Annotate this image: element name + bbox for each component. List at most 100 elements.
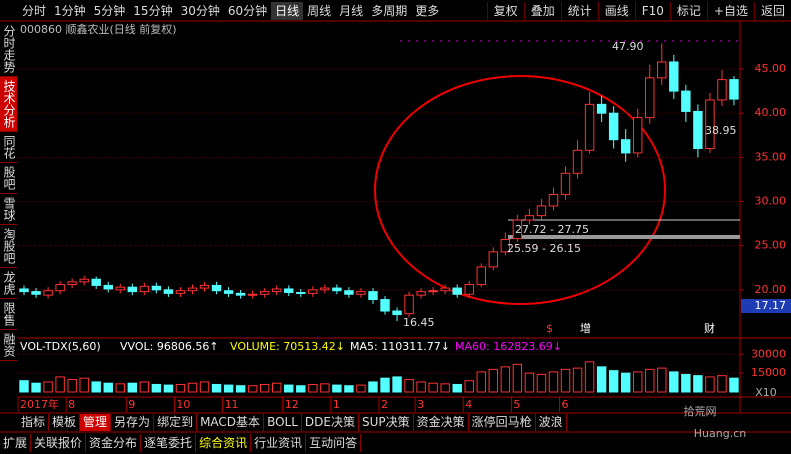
period-tab[interactable]: 更多: [415, 4, 440, 18]
candle-body: [127, 286, 138, 293]
tool-button[interactable]: +自选: [706, 2, 754, 20]
volume-bar: [91, 381, 101, 393]
volume-bar: [284, 384, 294, 393]
period-tab[interactable]: 月线: [339, 4, 364, 18]
candle-body: [512, 219, 523, 240]
side-tab[interactable]: 股吧: [0, 163, 17, 194]
volume-bar: [620, 372, 631, 393]
period-tab[interactable]: 60分钟: [227, 4, 268, 18]
candle-body: [452, 287, 462, 295]
candle-body: [163, 289, 174, 294]
tool-button[interactable]: 统计: [560, 2, 598, 20]
volume-bar: [440, 383, 450, 393]
info-tab[interactable]: 资金分布: [86, 434, 142, 452]
volume-bar: [681, 373, 691, 393]
side-tab[interactable]: 限售: [0, 299, 17, 330]
side-tab[interactable]: 淘股吧: [0, 225, 17, 268]
info-tabs: 扩展 关联报价 资金分布 逐笔委托 综合资讯 行业资讯 互动问答: [0, 434, 362, 452]
volume-bar: [67, 378, 77, 393]
volume-bar: [103, 382, 113, 393]
price-annotation: 16.45: [403, 316, 435, 329]
info-tab[interactable]: 互动问答: [306, 434, 362, 452]
period-tab[interactable]: 多周期: [371, 4, 408, 18]
indicator-tab[interactable]: 绑定到: [154, 414, 198, 431]
volume-bar: [211, 383, 222, 393]
tool-button[interactable]: F10: [634, 2, 670, 20]
indicator-tab[interactable]: 指标: [18, 414, 50, 431]
info-tab[interactable]: 综合资讯: [196, 434, 252, 452]
candle-body: [536, 205, 547, 217]
candle-body: [332, 287, 342, 292]
info-tab[interactable]: 逐笔委托: [141, 434, 197, 452]
candle-body: [235, 292, 246, 296]
side-tab[interactable]: 分时走势: [0, 22, 17, 77]
candle-body: [657, 61, 667, 79]
candle-body: [404, 294, 414, 315]
candle-body: [645, 77, 655, 119]
watermark: Huang.cn: [694, 427, 746, 440]
y-tick-label: 25.00: [755, 239, 787, 252]
indicator-tab[interactable]: 管理: [80, 414, 112, 431]
indicator-tab[interactable]: 涨停回马枪: [469, 414, 536, 431]
candle-body: [705, 99, 715, 150]
volume-bar: [332, 384, 342, 393]
candle-body: [151, 285, 162, 291]
side-tab[interactable]: 同花: [0, 132, 17, 163]
volume-indicator: MA60: 162823.69↓: [455, 340, 562, 353]
indicator-tab[interactable]: 另存为: [111, 414, 155, 431]
x-tick-label: 10: [176, 398, 190, 411]
tool-button[interactable]: 复权: [486, 2, 524, 20]
volume-bar: [404, 378, 414, 393]
indicator-tab[interactable]: BOLL: [264, 414, 302, 431]
candle-body: [247, 293, 258, 296]
tool-button[interactable]: 画线: [597, 2, 635, 20]
candle-body: [428, 290, 438, 293]
side-tab[interactable]: 融资: [0, 330, 17, 361]
side-tab[interactable]: 技术分析: [0, 77, 17, 132]
tool-button[interactable]: 返回: [753, 2, 791, 20]
volume-bar: [55, 376, 65, 393]
period-tab[interactable]: 5分钟: [93, 4, 126, 18]
volume-bar: [127, 382, 138, 393]
candle-body: [560, 172, 571, 195]
indicator-tab[interactable]: 波浪: [536, 414, 567, 431]
indicator-tab[interactable]: DDE决策: [302, 414, 359, 431]
tool-button[interactable]: 标记: [669, 2, 707, 20]
indicator-tab[interactable]: 模板: [49, 414, 81, 431]
period-tab[interactable]: 30分钟: [180, 4, 220, 18]
candle-body: [320, 287, 330, 291]
info-tab[interactable]: 扩展: [0, 434, 32, 452]
volume-bar: [272, 382, 282, 393]
period-tab[interactable]: 1分钟: [54, 4, 86, 18]
side-tab[interactable]: 龙虎: [0, 268, 17, 299]
indicator-tab[interactable]: MACD基本: [197, 414, 265, 431]
tool-button[interactable]: 叠加: [523, 2, 561, 20]
volume-bar: [512, 363, 523, 393]
period-tab[interactable]: 日线: [271, 2, 304, 20]
volume-indicator: VOLUME: 70513.42↓: [230, 340, 345, 353]
x-tick-label: 3: [417, 398, 424, 411]
volume-bar: [19, 380, 29, 393]
volume-bar: [380, 377, 390, 393]
volume-bar: [584, 361, 595, 393]
indicator-tab[interactable]: 资金决策: [414, 414, 469, 431]
candle-body: [91, 278, 101, 286]
side-tabs: 分时走势 技术分析 同花 股吧 雪球 淘股吧 龙虎 限售 融资: [0, 22, 17, 402]
y-tick-label: 20.00: [755, 283, 787, 296]
indicator-tab[interactable]: SUP决策: [359, 414, 414, 431]
candle-body: [284, 288, 294, 293]
candle-body: [308, 289, 318, 294]
volume-bar: [344, 385, 354, 393]
x-tick-label: 2017年: [20, 397, 59, 411]
event-marker: 财: [704, 321, 715, 335]
period-tab[interactable]: 周线: [307, 4, 332, 18]
period-tab[interactable]: 15分钟: [133, 4, 173, 18]
period-tab[interactable]: 分时: [22, 4, 47, 18]
y-tick-label: 35.00: [755, 150, 787, 163]
x-tick-label: 1: [333, 398, 340, 411]
side-tab[interactable]: 雪球: [0, 194, 17, 225]
info-tab[interactable]: 行业资讯: [251, 434, 307, 452]
volume-bar: [320, 383, 330, 393]
info-tab[interactable]: 关联报价: [31, 434, 87, 452]
candle-body: [31, 291, 41, 295]
